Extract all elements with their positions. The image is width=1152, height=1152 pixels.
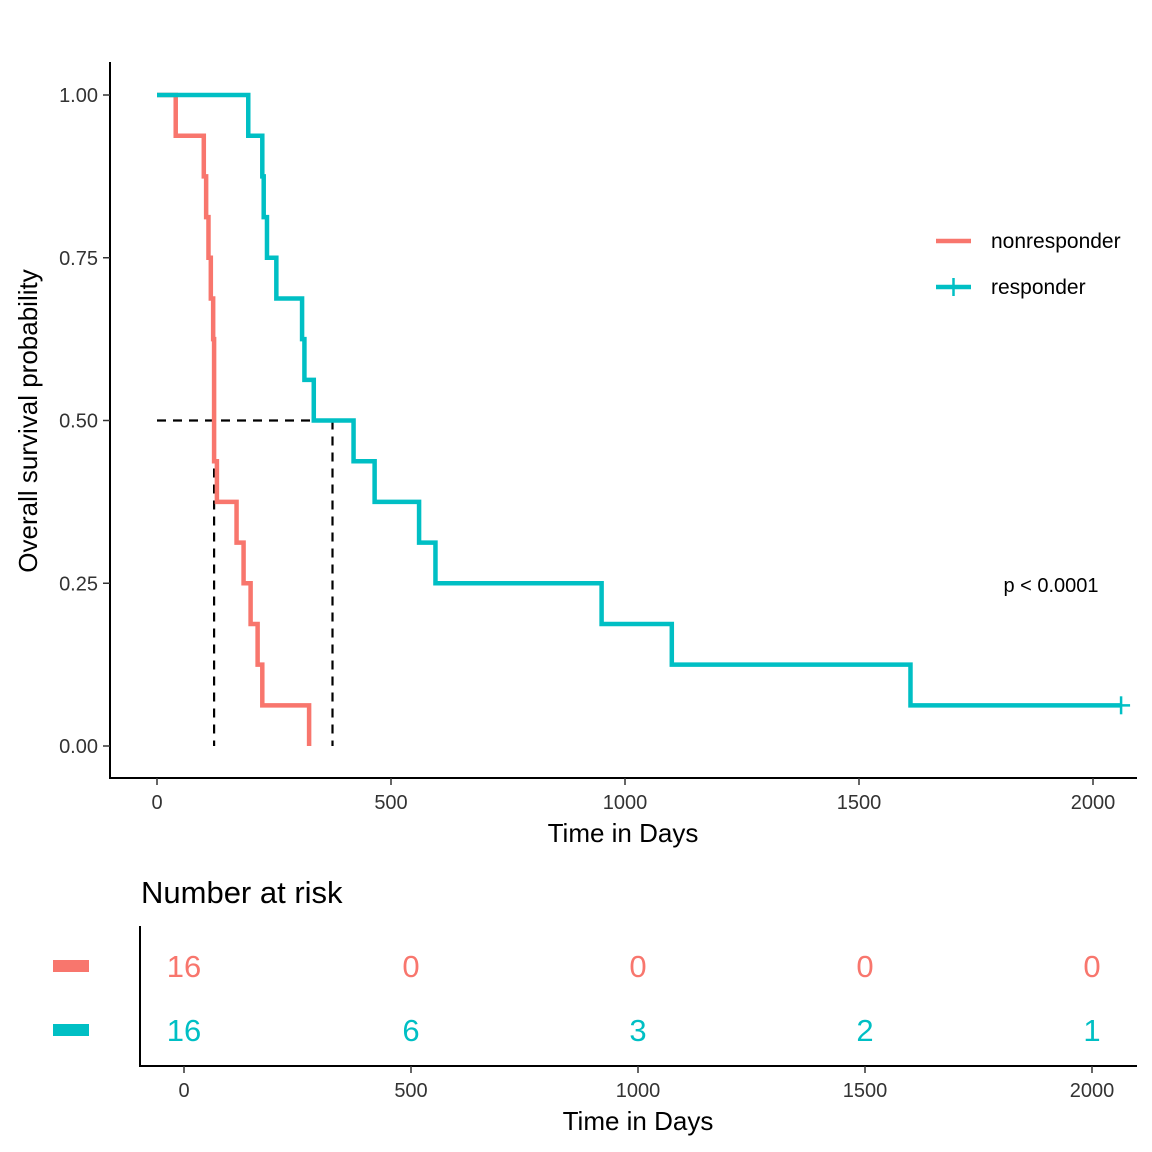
legend-label-nonresponder: nonresponder	[991, 230, 1121, 253]
y-tick-label: 1.00	[59, 85, 98, 107]
y-tick-label: 0.00	[59, 736, 98, 758]
risk-row-key-nonresponder	[53, 960, 89, 972]
risk-value-responder: 2	[856, 1013, 873, 1048]
survival-curve-nonresponder	[157, 92, 312, 746]
y-tick-label: 0.25	[59, 573, 98, 595]
risk-x-tick-label: 2000	[1070, 1080, 1115, 1102]
survival-curve-responder	[157, 92, 1122, 708]
x-tick-label: 500	[374, 792, 407, 814]
y-tick-label: 0.75	[59, 248, 98, 270]
risk-x-tick-label: 1500	[843, 1080, 888, 1102]
risk-table-x-axis-title: Time in Days	[563, 1106, 714, 1136]
risk-value-nonresponder: 0	[629, 949, 646, 984]
x-tick-label: 1000	[603, 792, 648, 814]
y-axis-title: Overall survival probability	[13, 269, 43, 572]
y-tick-label: 0.50	[59, 411, 98, 433]
risk-row-key-responder	[53, 1024, 89, 1036]
x-tick-label: 0	[151, 792, 162, 814]
x-tick-label: 2000	[1071, 792, 1116, 814]
x-axis-title: Time in Days	[548, 818, 699, 848]
x-tick-label: 1500	[837, 792, 882, 814]
risk-value-responder: 3	[629, 1013, 646, 1048]
risk-x-tick-label: 1000	[616, 1080, 661, 1102]
risk-value-responder: 1	[1083, 1013, 1100, 1048]
risk-value-nonresponder: 0	[402, 949, 419, 984]
legend-label-responder: responder	[991, 276, 1086, 299]
risk-value-responder: 16	[167, 1013, 201, 1048]
risk-table-axes	[139, 926, 1137, 1067]
risk-value-nonresponder: 0	[1083, 949, 1100, 984]
risk-value-responder: 6	[402, 1013, 419, 1048]
risk-x-tick-label: 0	[178, 1080, 189, 1102]
risk-table-title: Number at risk	[141, 875, 343, 910]
risk-value-nonresponder: 16	[167, 949, 201, 984]
plot-axes	[109, 62, 1137, 779]
p-value-annotation: p < 0.0001	[1003, 575, 1098, 597]
risk-x-tick-label: 500	[394, 1080, 427, 1102]
risk-value-nonresponder: 0	[856, 949, 873, 984]
